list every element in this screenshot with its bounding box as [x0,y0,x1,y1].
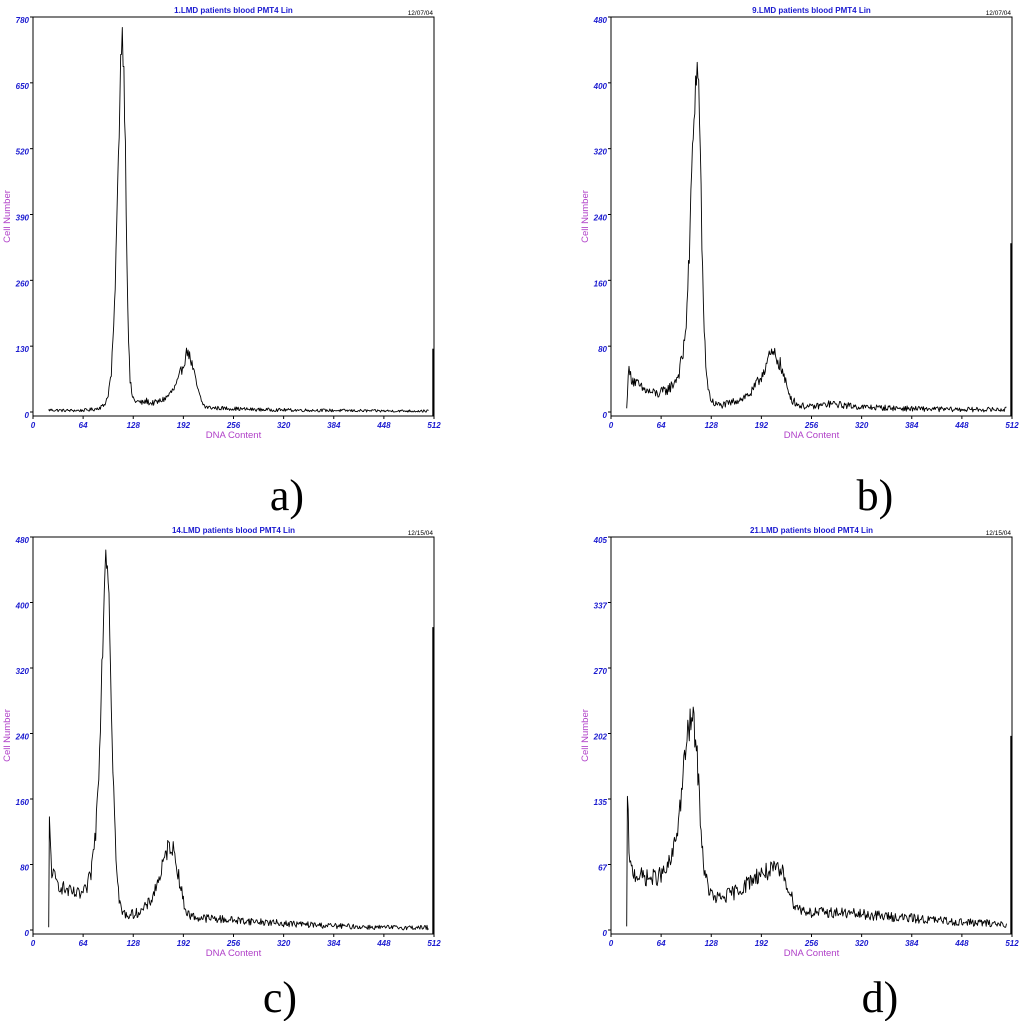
x-tick-label: 0 [31,421,36,430]
y-tick-label: 80 [20,864,29,873]
x-tick-label: 64 [79,421,88,430]
x-axis-label: DNA Content [206,948,262,959]
plot-frame [610,536,1013,935]
x-tick-label: 320 [855,939,869,948]
histogram-trace [626,61,1007,413]
y-tick-label: 400 [593,82,608,91]
chart-date: 12/07/04 [986,10,1012,17]
x-tick-label: 384 [327,939,341,948]
y-tick-label: 240 [593,214,608,223]
y-tick-label: 650 [16,82,30,91]
chart-title: 1.LMD patients blood PMT4 Lin [174,6,293,15]
y-tick-label: 780 [16,16,30,25]
histogram-trace [48,27,429,413]
x-tick-label: 320 [277,939,291,948]
plot-frame [32,536,435,935]
x-tick-label: 128 [705,421,719,430]
y-tick-label: 480 [593,16,608,25]
y-tick-label: 0 [25,929,30,938]
y-tick-label: 320 [594,148,608,157]
panel-caption: d) [862,973,899,1021]
x-tick-label: 192 [755,939,769,948]
plot-frame [32,16,435,417]
x-tick-label: 448 [954,939,969,948]
y-axis-label: Cell Number [2,190,13,243]
x-tick-label: 64 [657,421,666,430]
y-axis-label: Cell Number [580,709,591,762]
x-tick-label: 320 [855,421,869,430]
x-tick-label: 448 [954,421,969,430]
x-tick-label: 128 [127,421,141,430]
y-tick-label: 320 [16,667,30,676]
panel-a: 1.LMD patients blood PMT4 Lin 12/07/04 0 64… [2,6,441,520]
x-tick-label: 448 [376,421,391,430]
x-tick-label: 384 [905,421,919,430]
x-tick-label: 0 [609,421,614,430]
chart-title: 14.LMD patients blood PMT4 Lin [172,526,295,535]
x-tick-label: 512 [1005,939,1019,948]
x-tick-label: 256 [226,421,241,430]
y-tick-label: 0 [603,929,608,938]
panel-b: 9.LMD patients blood PMT4 Lin 12/07/04 0 64… [580,6,1019,520]
y-tick-label: 400 [15,602,30,611]
y-tick-label: 135 [594,798,608,807]
chart-date: 12/07/04 [408,10,434,17]
y-tick-label: 202 [593,733,608,742]
x-tick-label: 64 [79,939,88,948]
plot-frame [610,16,1013,417]
x-tick-label: 256 [226,939,241,948]
histogram-trace [48,549,429,931]
y-axis-label: Cell Number [2,709,13,762]
x-tick-label: 256 [804,939,819,948]
y-tick-label: 130 [16,345,30,354]
x-axis-label: DNA Content [784,948,840,959]
y-tick-label: 270 [593,667,608,676]
x-tick-label: 192 [177,939,191,948]
x-tick-label: 128 [127,939,141,948]
panel-d: 21.LMD patients blood PMT4 Lin 12/15/04 0 6… [580,526,1019,1021]
chart-date: 12/15/04 [408,530,434,537]
y-tick-label: 80 [598,345,607,354]
x-tick-label: 512 [1005,421,1019,430]
x-tick-label: 384 [327,421,341,430]
y-tick-label: 160 [594,279,608,288]
chart-title: 21.LMD patients blood PMT4 Lin [750,526,873,535]
panel-c: 14.LMD patients blood PMT4 Lin 12/15/04 0 6… [2,526,441,1021]
chart-date: 12/15/04 [986,530,1012,537]
x-tick-label: 0 [609,939,614,948]
x-tick-label: 64 [657,939,666,948]
x-tick-label: 192 [177,421,191,430]
x-tick-label: 128 [705,939,719,948]
y-axis-label: Cell Number [580,190,591,243]
y-tick-label: 390 [16,214,30,223]
y-tick-label: 160 [16,798,30,807]
panel-caption: a) [270,471,304,520]
y-tick-label: 0 [25,411,30,420]
x-tick-label: 320 [277,421,291,430]
y-tick-label: 260 [15,279,30,288]
y-tick-label: 0 [603,411,608,420]
y-tick-label: 480 [15,536,30,545]
x-tick-label: 256 [804,421,819,430]
y-tick-label: 67 [598,864,607,873]
x-axis-label: DNA Content [206,430,262,441]
y-tick-label: 520 [16,148,30,157]
chart-title: 9.LMD patients blood PMT4 Lin [752,6,871,15]
y-tick-label: 405 [593,536,608,545]
x-tick-label: 192 [755,421,769,430]
x-tick-label: 512 [427,421,441,430]
x-tick-label: 512 [427,939,441,948]
panel-caption: c) [263,973,297,1021]
y-tick-label: 337 [594,602,608,611]
panel-caption: b) [857,471,894,520]
y-tick-label: 240 [15,733,30,742]
x-axis-label: DNA Content [784,430,840,441]
x-tick-label: 448 [376,939,391,948]
x-tick-label: 0 [31,939,36,948]
histogram-trace [626,706,1007,928]
x-tick-label: 384 [905,939,919,948]
